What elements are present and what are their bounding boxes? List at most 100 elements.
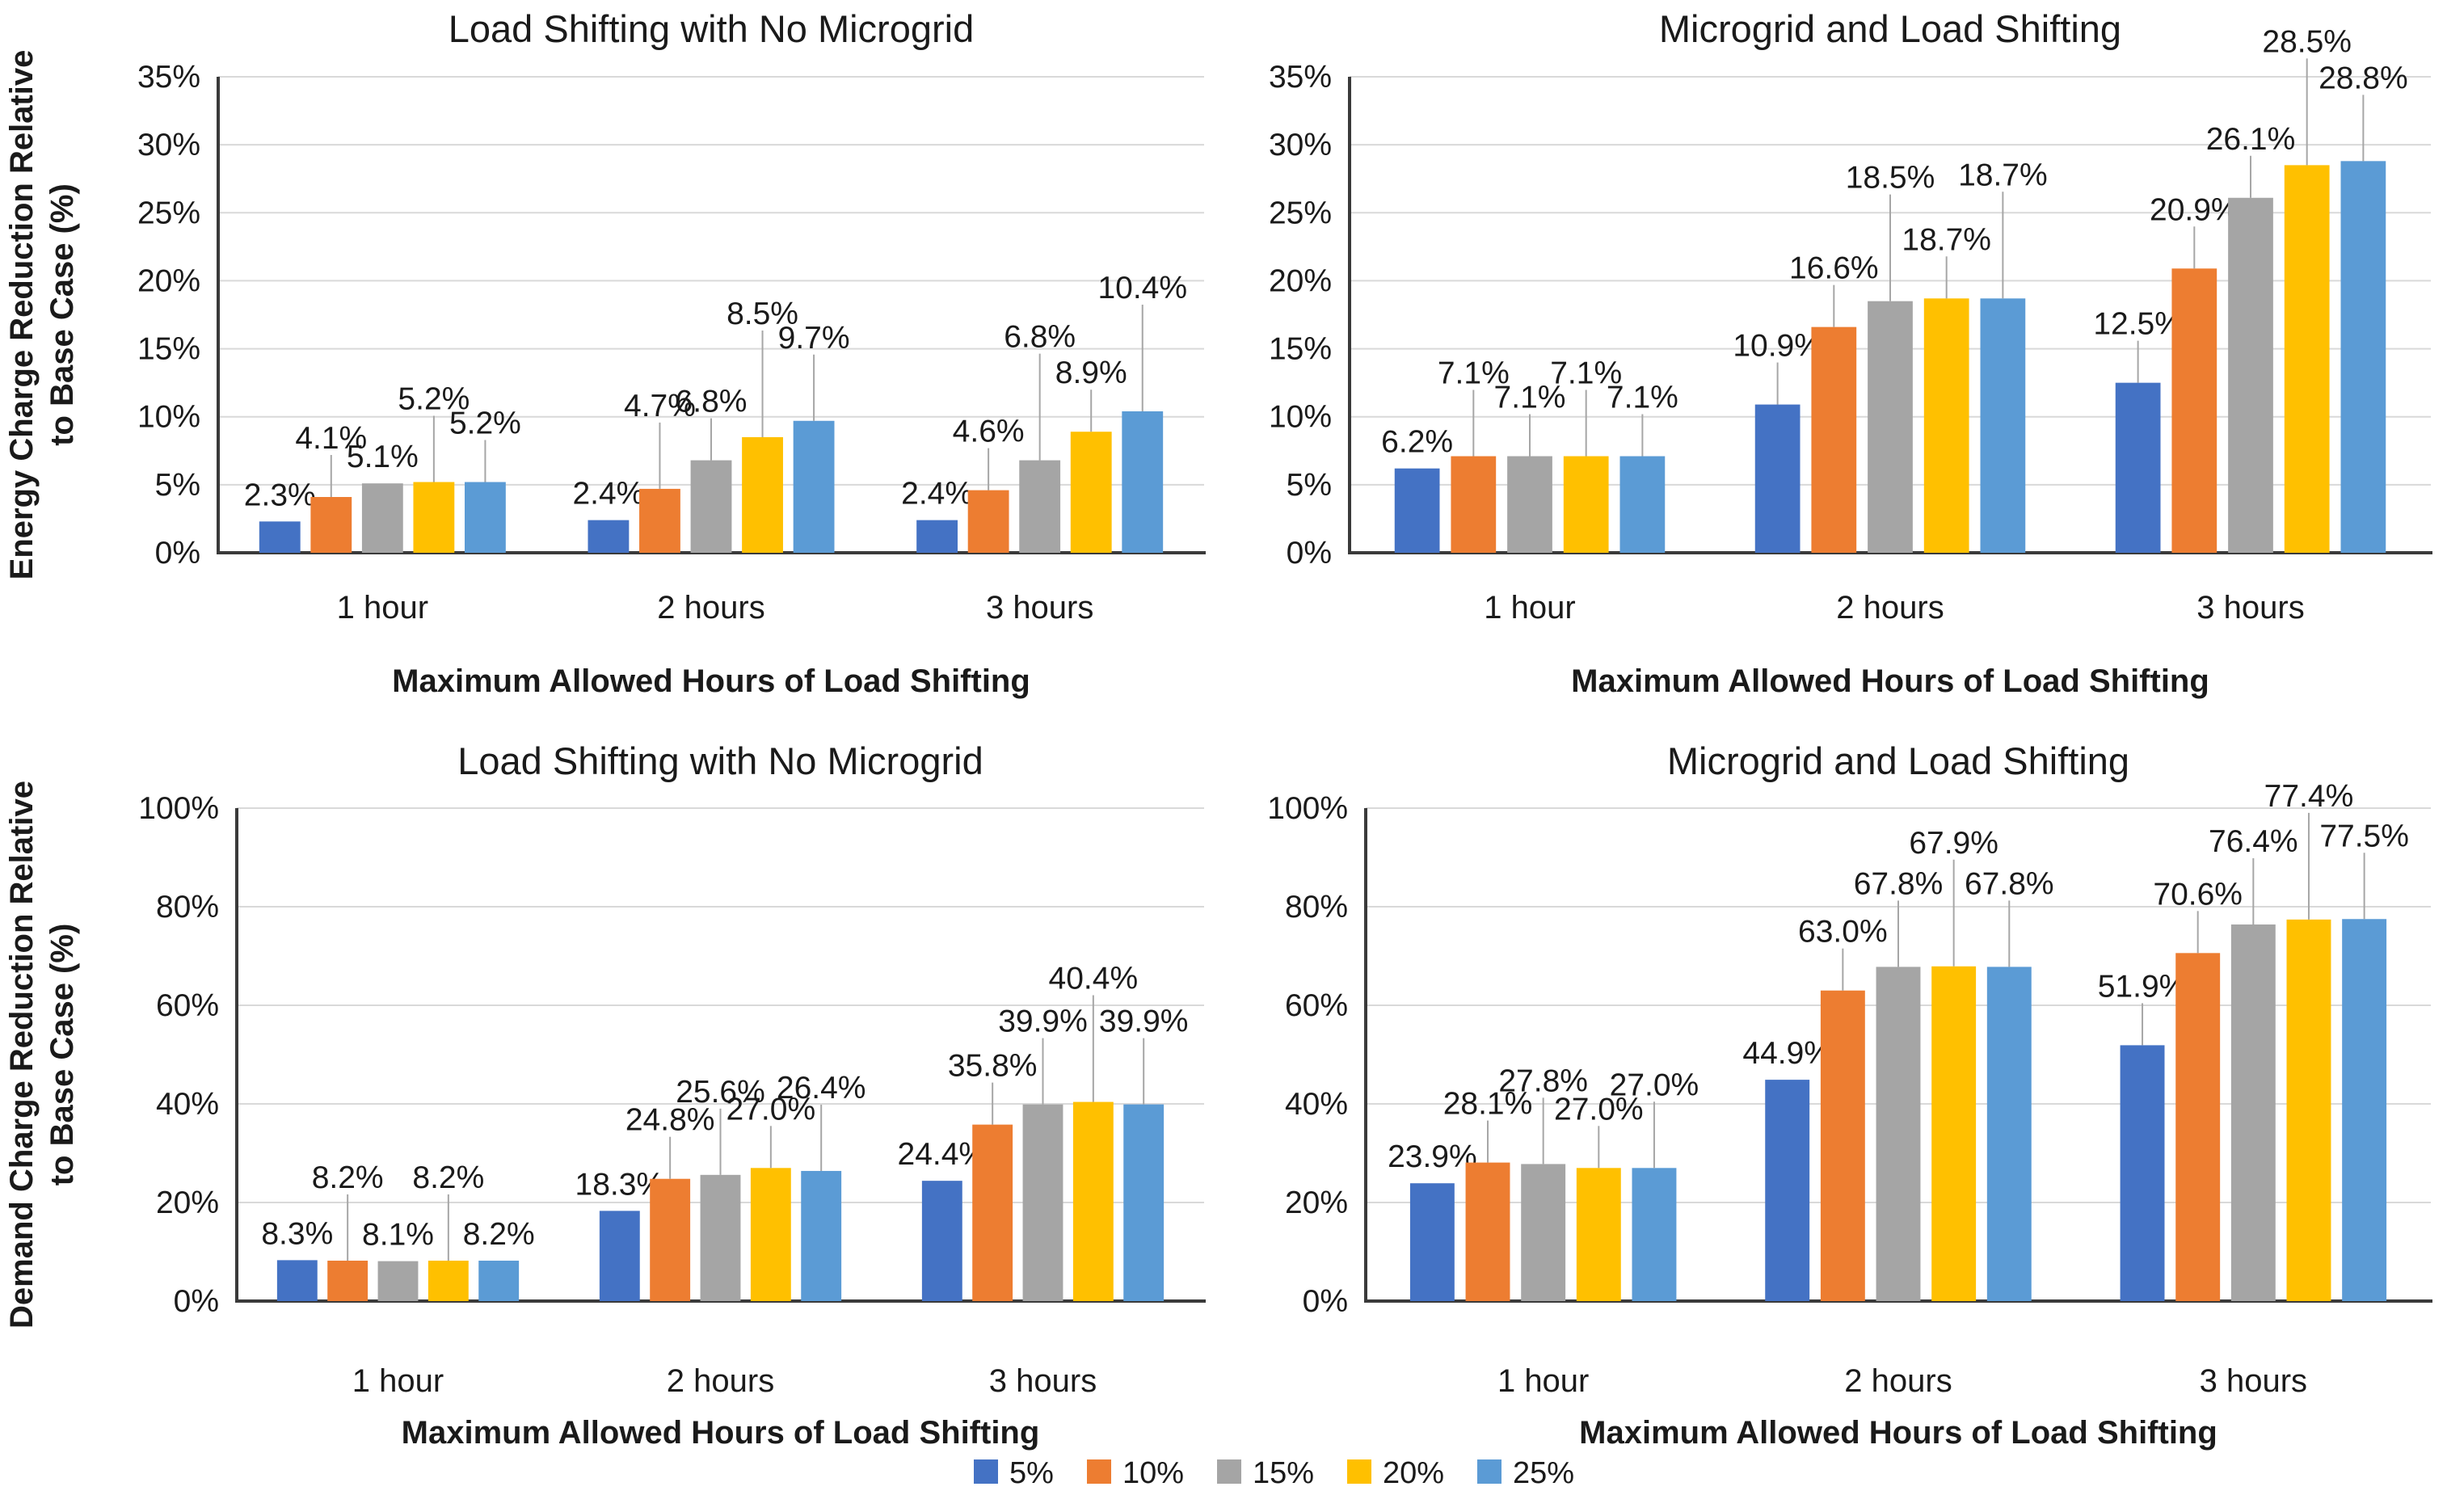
bar: [2284, 165, 2330, 553]
y-tick-label: 10%: [137, 400, 200, 435]
chart-title: Microgrid and Load Shifting: [1659, 7, 2121, 50]
data-label: 18.7%: [1902, 222, 1991, 257]
x-category-label: 2 hours: [657, 590, 764, 625]
y-axis-title-line: to Base Case (%): [44, 924, 80, 1186]
data-label: 8.2%: [463, 1217, 535, 1252]
x-category-label: 1 hour: [337, 590, 428, 625]
chart-bottom-right: 0%20%40%60%80%100%1 hour23.9%28.1%27.8%2…: [1267, 739, 2432, 1451]
y-tick-label: 25%: [137, 196, 200, 230]
data-label: 40.4%: [1049, 962, 1139, 996]
bar: [650, 1178, 691, 1301]
data-label: 28.8%: [2319, 61, 2408, 95]
data-label: 26.1%: [2206, 122, 2296, 157]
y-tick-label: 15%: [137, 332, 200, 367]
data-label: 6.2%: [1381, 425, 1453, 460]
y-tick-label: 35%: [137, 60, 200, 95]
x-category-label: 2 hours: [667, 1363, 774, 1399]
bar: [1521, 1164, 1566, 1301]
y-tick-label: 10%: [1269, 400, 1332, 435]
chart-title: Load Shifting with No Microgrid: [457, 739, 983, 782]
legend-swatch: [1217, 1459, 1241, 1484]
bar: [1765, 1080, 1810, 1301]
bar: [377, 1261, 419, 1301]
y-tick-label: 0%: [155, 536, 200, 571]
data-label: 7.1%: [1550, 356, 1622, 391]
bar: [478, 1260, 520, 1301]
data-label: 8.5%: [727, 297, 798, 331]
y-axis-line: [1348, 77, 1351, 554]
bar: [742, 436, 783, 553]
data-label: 77.5%: [2319, 819, 2409, 853]
bar: [310, 497, 352, 553]
data-label: 18.3%: [575, 1167, 665, 1202]
y-tick-label: 100%: [1267, 791, 1348, 826]
x-category-label: 3 hours: [2196, 590, 2304, 625]
legend-swatch: [1087, 1459, 1111, 1484]
legend-item: 15%: [1217, 1456, 1314, 1490]
data-label: 4.7%: [624, 389, 696, 423]
data-label: 63.0%: [1798, 915, 1888, 950]
x-axis-title: Maximum Allowed Hours of Load Shifting: [1579, 1415, 2217, 1451]
bar: [1019, 460, 1061, 553]
y-tick-label: 60%: [156, 988, 219, 1023]
bar: [1123, 1104, 1165, 1301]
data-label: 5.2%: [398, 381, 470, 416]
x-axis-title: Maximum Allowed Hours of Load Shifting: [402, 1415, 1040, 1451]
bar: [2230, 924, 2276, 1301]
bar: [1122, 411, 1164, 553]
y-tick-label: 0%: [1303, 1284, 1348, 1319]
bar: [1980, 298, 2026, 553]
bar: [276, 1260, 318, 1301]
y-tick-label: 20%: [156, 1186, 219, 1220]
bar: [700, 1174, 741, 1301]
bar: [921, 1181, 962, 1301]
data-label: 27.0%: [1554, 1092, 1644, 1127]
bar: [465, 482, 506, 553]
y-tick-label: 25%: [1269, 196, 1332, 230]
y-axis-line: [217, 77, 220, 554]
bar: [639, 488, 680, 553]
legend-swatch: [1477, 1459, 1501, 1484]
bar: [1931, 966, 1977, 1301]
data-label: 16.6%: [1789, 251, 1879, 286]
x-category-label: 1 hour: [352, 1363, 444, 1399]
data-label: 28.1%: [1443, 1087, 1533, 1122]
y-tick-label: 35%: [1269, 60, 1332, 95]
bar: [413, 482, 455, 553]
y-axis-title-line: Demand Charge Reduction Relative: [4, 781, 40, 1329]
legend-item: 25%: [1477, 1456, 1574, 1490]
data-label: 7.1%: [1494, 381, 1566, 415]
x-category-label: 3 hours: [986, 590, 1093, 625]
y-tick-label: 20%: [1285, 1186, 1348, 1220]
bar: [1465, 1162, 1510, 1301]
y-axis-title-line: to Base Case (%): [44, 183, 80, 446]
data-label: 35.8%: [948, 1049, 1038, 1084]
data-label: 67.8%: [1854, 866, 1944, 901]
data-label: 5.2%: [449, 406, 521, 440]
bar: [1507, 456, 1552, 553]
legend: 5% 10% 15% 20% 25%: [974, 1456, 1574, 1490]
x-category-label: 3 hours: [2200, 1363, 2307, 1399]
data-label: 26.4%: [777, 1071, 866, 1106]
data-label: 67.8%: [1965, 866, 2054, 901]
x-category-label: 2 hours: [1836, 590, 1944, 625]
bar: [1754, 404, 1801, 553]
x-category-label: 1 hour: [1497, 1363, 1589, 1399]
x-axis-title: Maximum Allowed Hours of Load Shifting: [1571, 663, 2209, 699]
bar: [259, 521, 301, 553]
legend-item: 10%: [1087, 1456, 1184, 1490]
bar: [2115, 382, 2161, 553]
data-label: 8.1%: [362, 1218, 434, 1253]
data-label: 18.5%: [1846, 161, 1935, 196]
x-category-label: 1 hour: [1484, 590, 1575, 625]
legend-swatch: [974, 1459, 998, 1484]
bar: [1022, 1104, 1063, 1301]
legend-label: 5%: [1009, 1456, 1054, 1490]
data-label: 7.1%: [1438, 356, 1510, 391]
data-label: 23.9%: [1388, 1139, 1477, 1174]
legend-label: 25%: [1513, 1456, 1574, 1490]
data-label: 2.4%: [901, 477, 973, 512]
data-label: 28.5%: [2262, 24, 2352, 59]
bar: [2340, 161, 2386, 553]
bar: [599, 1211, 640, 1301]
